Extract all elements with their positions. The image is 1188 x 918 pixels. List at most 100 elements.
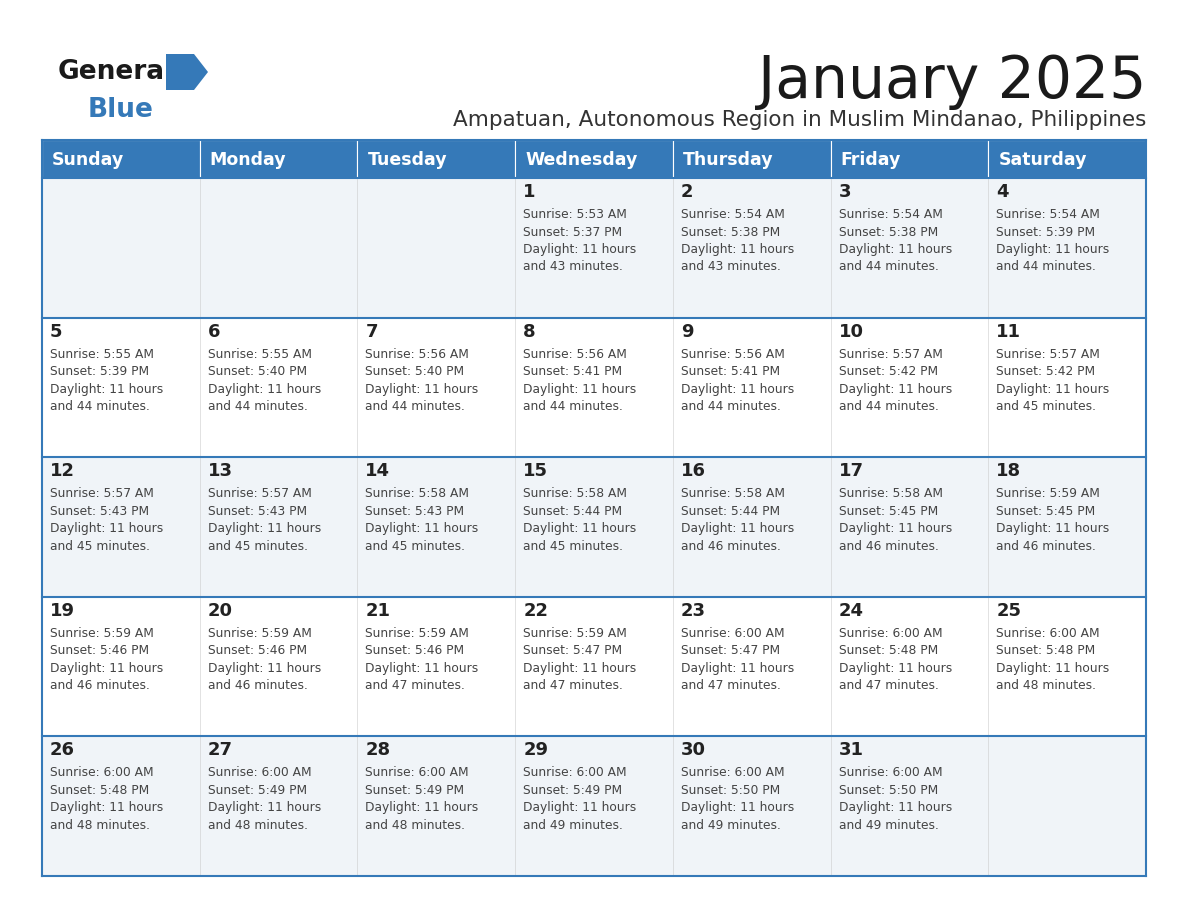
Text: and 46 minutes.: and 46 minutes. xyxy=(997,540,1097,553)
Text: General: General xyxy=(58,59,175,85)
Text: Monday: Monday xyxy=(210,151,286,169)
Text: Sunrise: 6:00 AM: Sunrise: 6:00 AM xyxy=(366,767,469,779)
Text: Daylight: 11 hours: Daylight: 11 hours xyxy=(997,243,1110,256)
Bar xyxy=(42,178,200,318)
Text: and 45 minutes.: and 45 minutes. xyxy=(997,400,1097,413)
Text: Daylight: 11 hours: Daylight: 11 hours xyxy=(681,383,794,396)
Text: Sunset: 5:48 PM: Sunset: 5:48 PM xyxy=(997,644,1095,657)
Bar xyxy=(200,457,358,597)
Text: and 44 minutes.: and 44 minutes. xyxy=(523,400,623,413)
Text: Sunset: 5:42 PM: Sunset: 5:42 PM xyxy=(997,365,1095,378)
Text: Sunrise: 5:58 AM: Sunrise: 5:58 AM xyxy=(681,487,785,500)
Text: Daylight: 11 hours: Daylight: 11 hours xyxy=(50,801,163,814)
Text: Sunrise: 5:56 AM: Sunrise: 5:56 AM xyxy=(523,348,627,361)
Text: Sunset: 5:47 PM: Sunset: 5:47 PM xyxy=(681,644,781,657)
Text: Sunset: 5:43 PM: Sunset: 5:43 PM xyxy=(366,505,465,518)
Text: 15: 15 xyxy=(523,462,548,480)
Text: Sunrise: 5:58 AM: Sunrise: 5:58 AM xyxy=(839,487,942,500)
Text: Sunrise: 5:54 AM: Sunrise: 5:54 AM xyxy=(681,208,785,221)
Text: 26: 26 xyxy=(50,742,75,759)
Text: Daylight: 11 hours: Daylight: 11 hours xyxy=(997,383,1110,396)
Text: Daylight: 11 hours: Daylight: 11 hours xyxy=(681,662,794,675)
Text: Sunset: 5:43 PM: Sunset: 5:43 PM xyxy=(208,505,307,518)
Text: Daylight: 11 hours: Daylight: 11 hours xyxy=(681,522,794,535)
Text: and 45 minutes.: and 45 minutes. xyxy=(50,540,150,553)
Text: Sunrise: 5:53 AM: Sunrise: 5:53 AM xyxy=(523,208,627,221)
Text: Sunset: 5:49 PM: Sunset: 5:49 PM xyxy=(366,784,465,797)
Text: Sunset: 5:37 PM: Sunset: 5:37 PM xyxy=(523,226,623,239)
Text: Sunset: 5:46 PM: Sunset: 5:46 PM xyxy=(50,644,150,657)
Text: Daylight: 11 hours: Daylight: 11 hours xyxy=(523,383,637,396)
Text: 21: 21 xyxy=(366,602,391,620)
Text: Sunrise: 5:57 AM: Sunrise: 5:57 AM xyxy=(208,487,311,500)
Text: Sunset: 5:48 PM: Sunset: 5:48 PM xyxy=(50,784,150,797)
Text: 12: 12 xyxy=(50,462,75,480)
Text: 24: 24 xyxy=(839,602,864,620)
Text: Friday: Friday xyxy=(841,151,901,169)
Text: 16: 16 xyxy=(681,462,706,480)
Text: Daylight: 11 hours: Daylight: 11 hours xyxy=(208,801,321,814)
Text: and 47 minutes.: and 47 minutes. xyxy=(523,679,623,692)
Text: Daylight: 11 hours: Daylight: 11 hours xyxy=(997,662,1110,675)
Text: Sunrise: 6:00 AM: Sunrise: 6:00 AM xyxy=(997,627,1100,640)
Text: and 45 minutes.: and 45 minutes. xyxy=(208,540,308,553)
Bar xyxy=(988,140,1146,178)
Bar xyxy=(358,597,516,736)
Text: Sunrise: 6:00 AM: Sunrise: 6:00 AM xyxy=(839,767,942,779)
Text: and 48 minutes.: and 48 minutes. xyxy=(997,679,1097,692)
Text: 20: 20 xyxy=(208,602,233,620)
Text: Thursday: Thursday xyxy=(683,151,773,169)
Text: 18: 18 xyxy=(997,462,1022,480)
Bar xyxy=(672,457,830,597)
Text: 30: 30 xyxy=(681,742,706,759)
Text: Sunset: 5:47 PM: Sunset: 5:47 PM xyxy=(523,644,623,657)
Text: Daylight: 11 hours: Daylight: 11 hours xyxy=(50,522,163,535)
Bar xyxy=(358,140,516,178)
Text: Daylight: 11 hours: Daylight: 11 hours xyxy=(366,383,479,396)
Bar xyxy=(672,140,830,178)
Text: 11: 11 xyxy=(997,322,1022,341)
Text: Daylight: 11 hours: Daylight: 11 hours xyxy=(208,662,321,675)
Polygon shape xyxy=(166,54,208,90)
Text: Daylight: 11 hours: Daylight: 11 hours xyxy=(839,801,952,814)
Text: 9: 9 xyxy=(681,322,694,341)
Text: and 46 minutes.: and 46 minutes. xyxy=(681,540,781,553)
Bar xyxy=(200,736,358,876)
Text: Daylight: 11 hours: Daylight: 11 hours xyxy=(523,801,637,814)
Text: Sunset: 5:40 PM: Sunset: 5:40 PM xyxy=(366,365,465,378)
Bar xyxy=(516,318,672,457)
Text: and 48 minutes.: and 48 minutes. xyxy=(50,819,150,832)
Text: and 45 minutes.: and 45 minutes. xyxy=(366,540,466,553)
Text: and 44 minutes.: and 44 minutes. xyxy=(366,400,466,413)
Bar xyxy=(516,736,672,876)
Bar xyxy=(42,318,200,457)
Bar xyxy=(830,140,988,178)
Bar xyxy=(516,178,672,318)
Text: and 46 minutes.: and 46 minutes. xyxy=(50,679,150,692)
Text: 14: 14 xyxy=(366,462,391,480)
Text: Sunset: 5:42 PM: Sunset: 5:42 PM xyxy=(839,365,937,378)
Bar xyxy=(516,597,672,736)
Bar xyxy=(200,597,358,736)
Text: and 47 minutes.: and 47 minutes. xyxy=(681,679,781,692)
Text: 13: 13 xyxy=(208,462,233,480)
Text: 2: 2 xyxy=(681,183,694,201)
Text: Sunset: 5:39 PM: Sunset: 5:39 PM xyxy=(997,226,1095,239)
Bar xyxy=(830,178,988,318)
Text: Sunrise: 5:59 AM: Sunrise: 5:59 AM xyxy=(50,627,154,640)
Text: Sunrise: 5:58 AM: Sunrise: 5:58 AM xyxy=(523,487,627,500)
Text: and 46 minutes.: and 46 minutes. xyxy=(208,679,308,692)
Text: Sunset: 5:39 PM: Sunset: 5:39 PM xyxy=(50,365,150,378)
Text: 31: 31 xyxy=(839,742,864,759)
Bar xyxy=(988,457,1146,597)
Text: Daylight: 11 hours: Daylight: 11 hours xyxy=(366,662,479,675)
Text: Sunrise: 6:00 AM: Sunrise: 6:00 AM xyxy=(839,627,942,640)
Text: Sunrise: 6:00 AM: Sunrise: 6:00 AM xyxy=(681,767,784,779)
Text: 7: 7 xyxy=(366,322,378,341)
Text: and 45 minutes.: and 45 minutes. xyxy=(523,540,624,553)
Text: and 47 minutes.: and 47 minutes. xyxy=(839,679,939,692)
Bar xyxy=(516,457,672,597)
Text: 10: 10 xyxy=(839,322,864,341)
Text: and 43 minutes.: and 43 minutes. xyxy=(681,261,781,274)
Text: and 44 minutes.: and 44 minutes. xyxy=(681,400,781,413)
